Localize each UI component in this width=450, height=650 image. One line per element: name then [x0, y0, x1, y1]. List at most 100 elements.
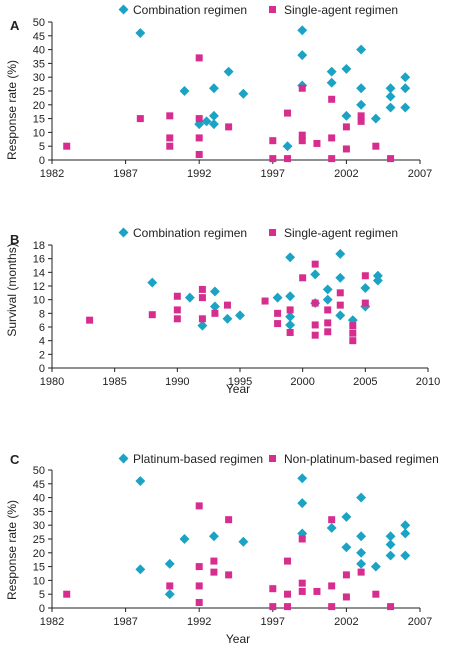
- panel-c-point-square: [195, 563, 203, 571]
- panel-a-point-square: [298, 137, 306, 145]
- panel-c-point-diamond: [356, 547, 367, 558]
- panel-b-point-diamond: [222, 313, 233, 324]
- panel-c-y-tick-label: 45: [33, 479, 45, 491]
- panel-c-x-tick-label: 2002: [334, 616, 358, 628]
- panel-c-point-square: [269, 603, 277, 611]
- panel-a-point-diamond: [326, 66, 337, 77]
- panel-b-point-diamond: [272, 292, 283, 303]
- panel-b-point-square: [286, 328, 294, 336]
- panel-b-point-diamond: [285, 252, 296, 263]
- panel-c-point-square: [225, 516, 233, 524]
- panel-c-point-square: [284, 603, 292, 611]
- panel-a-legend-marker-b: [269, 6, 276, 13]
- panel-c-point-diamond: [135, 564, 146, 575]
- panel-b-point-diamond: [209, 301, 220, 312]
- panel-c-point-diamond: [370, 561, 381, 572]
- panel-a-point-diamond: [326, 77, 337, 88]
- panel-b-point-diamond: [197, 320, 208, 331]
- panel-b-xlabel: Year: [226, 382, 250, 396]
- panel-c-point-square: [298, 579, 306, 587]
- panel-c-point-diamond: [238, 536, 249, 547]
- panel-b-point-square: [324, 319, 332, 327]
- panel-b-point-square: [361, 299, 369, 307]
- panel-a-point-diamond: [341, 110, 352, 121]
- panel-a-letter: A: [10, 18, 20, 33]
- panel-a-point-diamond: [179, 86, 190, 96]
- panel-a-point-square: [136, 115, 144, 123]
- panel-c-point-diamond: [385, 531, 396, 542]
- panel-a-point-square: [328, 95, 336, 103]
- panel-c-point-square: [328, 582, 336, 590]
- panel-b-point-diamond: [322, 294, 333, 305]
- panel-b-point-diamond: [147, 277, 158, 288]
- panel-a-point-diamond: [400, 72, 411, 83]
- panel-b-point-square: [349, 329, 357, 337]
- panel-c-point-diamond: [356, 492, 367, 503]
- panel-b-y-tick-label: 14: [33, 267, 45, 279]
- panel-a-point-diamond: [385, 102, 396, 113]
- panel-b-point-square: [324, 306, 332, 314]
- panel-a-point-diamond: [208, 83, 219, 94]
- panel-b-point-square: [198, 285, 206, 293]
- panel-c-point-diamond: [164, 558, 175, 569]
- panel-a-x-tick-label: 2002: [334, 168, 358, 180]
- panel-a-point-square: [195, 54, 203, 62]
- panel-a-point-diamond: [297, 50, 308, 61]
- panel-b-point-square: [86, 316, 94, 324]
- panel-b-point-square: [336, 289, 344, 297]
- panel-c-point-square: [298, 587, 306, 595]
- panel-b-y-tick-label: 8: [39, 308, 45, 320]
- panel-a-legend-label-b: Single-agent regimen: [284, 3, 398, 17]
- panel-c-point-square: [210, 557, 218, 565]
- panel-a-point-square: [63, 142, 71, 150]
- panel-a-point-square: [298, 131, 306, 139]
- panel-b-legend-marker-b: [269, 229, 276, 236]
- panel-b-ylabel: Survival (months): [5, 243, 19, 336]
- panel-a-y-tick-label: 45: [33, 31, 45, 43]
- panel-a-y-tick-label: 40: [33, 45, 45, 57]
- panel-b-point-diamond: [360, 283, 371, 293]
- panel-c-y-tick-label: 0: [39, 603, 45, 615]
- panel-c-point-diamond: [179, 534, 190, 544]
- panel-a-point-square: [342, 145, 350, 153]
- panel-b-y-tick-label: 10: [33, 295, 45, 307]
- panel-c-point-diamond: [341, 511, 352, 522]
- panel-b-point-square: [173, 306, 181, 314]
- panel-c-point-diamond: [400, 520, 411, 531]
- panel-a-point-square: [195, 115, 203, 123]
- panel-a-y-tick-label: 20: [33, 100, 45, 112]
- panel-c-point-square: [195, 598, 203, 606]
- panel-b-point-square: [173, 292, 181, 300]
- panel-c-point-square: [387, 603, 395, 611]
- panel-c-y-tick-label: 35: [33, 506, 45, 518]
- panel-c-point-square: [328, 603, 336, 611]
- panel-a-point-diamond: [208, 119, 219, 130]
- panel-b-point-square: [198, 294, 206, 302]
- panel-b-x-tick-label: 2010: [416, 376, 440, 388]
- panel-b-point-square: [349, 322, 357, 330]
- panel-a-point-square: [166, 112, 174, 120]
- panel-c-point-square: [372, 590, 380, 598]
- panel-a-point-diamond: [223, 66, 234, 77]
- panel-c-legend-label-b: Non-platinum-based regimen: [284, 452, 439, 466]
- panel-c-legend: Platinum-based regimen Non-platinum-base…: [118, 452, 439, 466]
- panel-b-point-diamond: [372, 275, 383, 286]
- panel-b-letter: B: [10, 232, 19, 247]
- panel-b-point-square: [173, 315, 181, 323]
- panel-a-x-tick-label: 1992: [187, 168, 211, 180]
- panel-c-point-diamond: [297, 498, 308, 509]
- panel-a-point-square: [387, 155, 395, 163]
- panel-c-letter: C: [10, 452, 20, 467]
- panel-a-point-diamond: [400, 102, 411, 113]
- panel-a: A Combination regimen Single-agent regim…: [5, 3, 432, 180]
- panel-a-point-diamond: [341, 63, 352, 74]
- panel-a-y-tick-label: 50: [33, 17, 45, 29]
- panel-c-point-square: [342, 571, 350, 579]
- panel-c-y-tick-label: 20: [33, 548, 45, 560]
- panel-a-point-square: [357, 112, 365, 120]
- panel-b-point-square: [311, 321, 319, 329]
- panel-a-point-square: [328, 134, 336, 142]
- panel-c-point-square: [313, 587, 321, 595]
